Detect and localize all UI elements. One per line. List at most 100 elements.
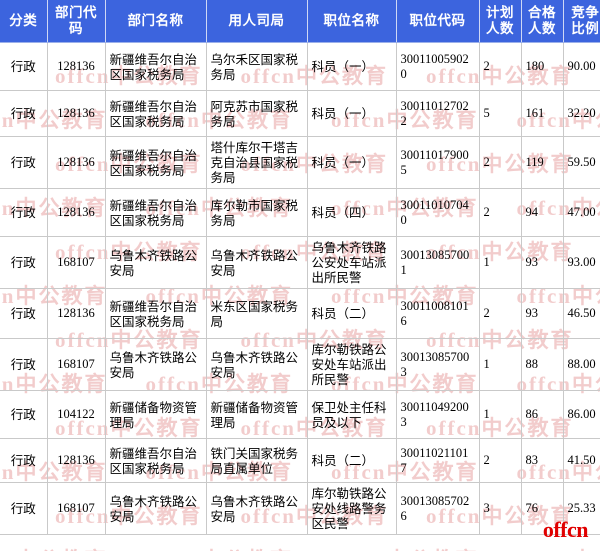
cell-pos-code: 300110081016: [396, 288, 480, 339]
cell-dept-name: 新疆维吾尔自治区国家税务局: [105, 288, 207, 339]
cell-ratio: 41.50: [563, 438, 600, 483]
cell-pass-count: 76: [521, 482, 564, 535]
cell-pos-code: 300110492003: [396, 390, 480, 439]
cell-ratio: 93.00: [563, 236, 600, 289]
cell-position: 科员（二）: [307, 438, 397, 483]
cell-plan-count: 2: [479, 438, 522, 483]
cell-pass-count: 93: [521, 236, 564, 289]
column-header-ratio[interactable]: 竞争比例: [563, 0, 600, 43]
cell-pass-count: 83: [521, 438, 564, 483]
cell-plan-count: 5: [479, 90, 522, 137]
cell-plan-count: 2: [479, 136, 522, 189]
cell-employer: 米东区国家税务局: [206, 288, 308, 339]
cell-employer: 乌鲁木齐铁路公安局: [206, 482, 308, 535]
offcn-logo: offcn: [542, 517, 589, 542]
cell-pos-code: 300110127022: [396, 90, 480, 137]
cell-pass-count: 86: [521, 390, 564, 439]
table-row[interactable]: 行政 168107 乌鲁木齐铁路公安局 乌鲁木齐铁路公安局 库尔勒铁路公安处线路警务区民…: [0, 482, 600, 535]
cell-pos-code: 300130857001: [396, 236, 480, 289]
cell-category: 行政: [0, 438, 48, 483]
table-row[interactable]: 行政 128136 新疆维吾尔自治区国家税务局 阿克苏市国家税务局 科员（一） 30011…: [0, 90, 600, 137]
cell-employer: 塔什库尔干塔吉克自治县国家税务局: [206, 136, 308, 189]
cell-category: 行政: [0, 90, 48, 137]
cell-plan-count: 2: [479, 288, 522, 339]
cell-category: 行政: [0, 482, 48, 535]
cell-plan-count: 1: [479, 390, 522, 439]
column-header-pass-count[interactable]: 合格人数: [521, 0, 564, 43]
cell-ratio: 88.00: [563, 338, 600, 391]
cell-pos-code: 300110107040: [396, 188, 480, 237]
cell-dept-code: 168107: [47, 482, 106, 535]
cell-plan-count: 2: [479, 42, 522, 91]
cell-category: 行政: [0, 136, 48, 189]
table-header-row: 分类 部门代码 部门名称 用人司局 职位名称 职位代码 计划人数 合格人数 竞争…: [0, 0, 600, 43]
column-header-plan-count[interactable]: 计划人数: [479, 0, 522, 43]
cell-dept-code: 128136: [47, 288, 106, 339]
table-row[interactable]: 行政 168107 乌鲁木齐铁路公安局 乌鲁木齐铁路公安局 库尔勒铁路公安处车站派出所民…: [0, 338, 600, 391]
cell-ratio: 32.20: [563, 90, 600, 137]
column-header-dept-name[interactable]: 部门名称: [105, 0, 207, 43]
cell-plan-count: 2: [479, 188, 522, 237]
cell-pos-code: 300130857026: [396, 482, 480, 535]
cell-position: 库尔勒铁路公安处线路警务区民警: [307, 482, 397, 535]
cell-employer: 库尔勒市国家税务局: [206, 188, 308, 237]
table-row[interactable]: 行政 128136 新疆维吾尔自治区国家税务局 米东区国家税务局 科员（二） 300110…: [0, 288, 600, 339]
cell-pos-code: 300110059020: [396, 42, 480, 91]
cell-category: 行政: [0, 390, 48, 439]
cell-employer: 新疆储备物资管理局: [206, 390, 308, 439]
cell-category: 行政: [0, 236, 48, 289]
job-position-table: 分类 部门代码 部门名称 用人司局 职位名称 职位代码 计划人数 合格人数 竞争…: [0, 0, 600, 535]
table-row[interactable]: 行政 128136 新疆维吾尔自治区国家税务局 铁门关国家税务局直属单位 科员（二） 30…: [0, 438, 600, 483]
cell-pos-code: 300110179005: [396, 136, 480, 189]
cell-position: 科员（一）: [307, 42, 397, 91]
cell-dept-name: 新疆维吾尔自治区国家税务局: [105, 438, 207, 483]
table-row[interactable]: 行政 128136 新疆维吾尔自治区国家税务局 乌尔禾区国家税务局 科员（一） 30011…: [0, 42, 600, 91]
cell-plan-count: 1: [479, 236, 522, 289]
cell-dept-code: 128136: [47, 438, 106, 483]
column-header-pos-code[interactable]: 职位代码: [396, 0, 480, 43]
cell-employer: 阿克苏市国家税务局: [206, 90, 308, 137]
cell-employer: 铁门关国家税务局直属单位: [206, 438, 308, 483]
cell-position: 乌鲁木齐铁路公安处车站派出所民警: [307, 236, 397, 289]
column-header-category[interactable]: 分类: [0, 0, 48, 43]
table-row[interactable]: 行政 168107 乌鲁木齐铁路公安局 乌鲁木齐铁路公安局 乌鲁木齐铁路公安处车站派出所…: [0, 236, 600, 289]
cell-position: 科员（四）: [307, 188, 397, 237]
column-header-employer[interactable]: 用人司局: [206, 0, 308, 43]
column-header-position[interactable]: 职位名称: [307, 0, 397, 43]
cell-position: 保卫处主任科员及以下: [307, 390, 397, 439]
cell-pass-count: 94: [521, 188, 564, 237]
cell-dept-name: 乌鲁木齐铁路公安局: [105, 338, 207, 391]
table-row[interactable]: 行政 104122 新疆储备物资管理局 新疆储备物资管理局 保卫处主任科员及以下 3001…: [0, 390, 600, 439]
cell-dept-name: 新疆维吾尔自治区国家税务局: [105, 90, 207, 137]
cell-employer: 乌鲁木齐铁路公安局: [206, 338, 308, 391]
cell-position: 库尔勒铁路公安处车站派出所民警: [307, 338, 397, 391]
cell-ratio: 90.00: [563, 42, 600, 91]
cell-pass-count: 161: [521, 90, 564, 137]
table-body: 行政 128136 新疆维吾尔自治区国家税务局 乌尔禾区国家税务局 科员（一） 30011…: [0, 42, 600, 535]
cell-plan-count: 1: [479, 338, 522, 391]
table-row[interactable]: 行政 128136 新疆维吾尔自治区国家税务局 库尔勒市国家税务局 科员（四） 30011…: [0, 188, 600, 237]
cell-dept-code: 128136: [47, 90, 106, 137]
table-header: 分类 部门代码 部门名称 用人司局 职位名称 职位代码 计划人数 合格人数 竞争…: [0, 0, 600, 43]
table-row[interactable]: 行政 128136 新疆维吾尔自治区国家税务局 塔什库尔干塔吉克自治县国家税务局 科员（…: [0, 136, 600, 189]
cell-category: 行政: [0, 288, 48, 339]
cell-ratio: 46.50: [563, 288, 600, 339]
cell-dept-name: 新疆维吾尔自治区国家税务局: [105, 42, 207, 91]
column-header-dept-code[interactable]: 部门代码: [47, 0, 106, 43]
cell-dept-code: 104122: [47, 390, 106, 439]
cell-pos-code: 300130857003: [396, 338, 480, 391]
cell-dept-name: 新疆维吾尔自治区国家税务局: [105, 188, 207, 237]
cell-pass-count: 119: [521, 136, 564, 189]
cell-employer: 乌尔禾区国家税务局: [206, 42, 308, 91]
cell-ratio: 47.00: [563, 188, 600, 237]
cell-category: 行政: [0, 188, 48, 237]
cell-ratio: 59.50: [563, 136, 600, 189]
cell-employer: 乌鲁木齐铁路公安局: [206, 236, 308, 289]
cell-plan-count: 3: [479, 482, 522, 535]
cell-dept-name: 乌鲁木齐铁路公安局: [105, 236, 207, 289]
cell-category: 行政: [0, 338, 48, 391]
cell-dept-name: 乌鲁木齐铁路公安局: [105, 482, 207, 535]
cell-position: 科员（二）: [307, 288, 397, 339]
cell-ratio: 86.00: [563, 390, 600, 439]
